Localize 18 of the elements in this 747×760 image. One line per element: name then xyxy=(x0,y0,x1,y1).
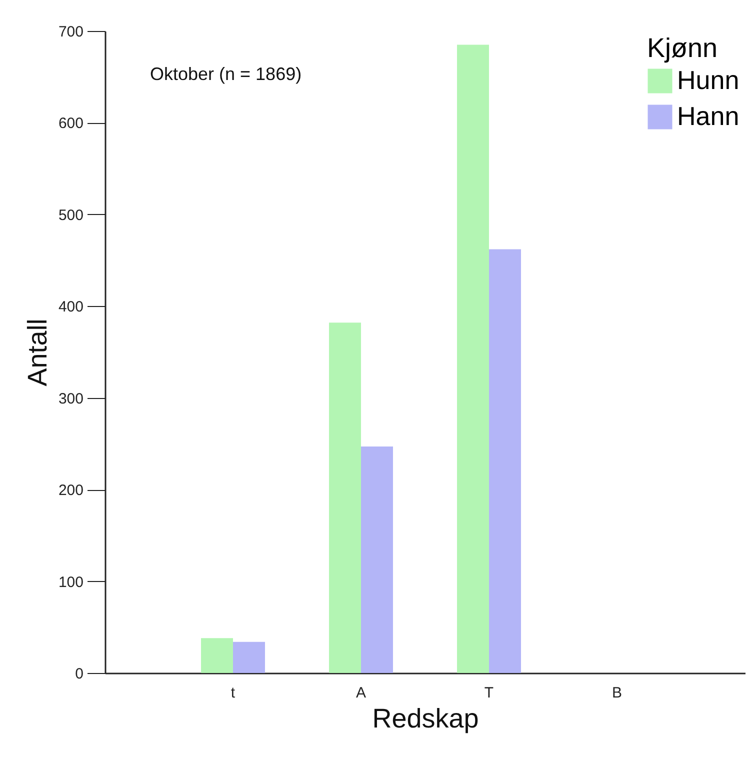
x-tick-label: A xyxy=(356,684,366,702)
y-tick-label: 500 xyxy=(58,206,84,224)
y-tick-label: 400 xyxy=(58,298,84,316)
y-tick-label: 700 xyxy=(58,24,84,40)
x-tick-label: T xyxy=(484,684,494,702)
y-axis-title: Antall xyxy=(22,318,52,386)
x-tick-label: t xyxy=(230,684,236,702)
annotation: Oktober (n = 1869) xyxy=(150,64,302,84)
y-tick-label: 200 xyxy=(58,482,84,500)
x-axis-title: Redskap xyxy=(372,704,479,734)
y-tick-label: 600 xyxy=(58,115,84,132)
legend-title: Kjønn xyxy=(647,33,718,63)
y-tick-label: 0 xyxy=(75,666,84,682)
y-tick-label: 100 xyxy=(58,574,84,591)
y-tick-label: 300 xyxy=(58,390,84,408)
legend-label: Hann xyxy=(677,101,740,131)
legend-label: Hunn xyxy=(677,65,740,95)
x-tick-label: B xyxy=(612,684,622,702)
